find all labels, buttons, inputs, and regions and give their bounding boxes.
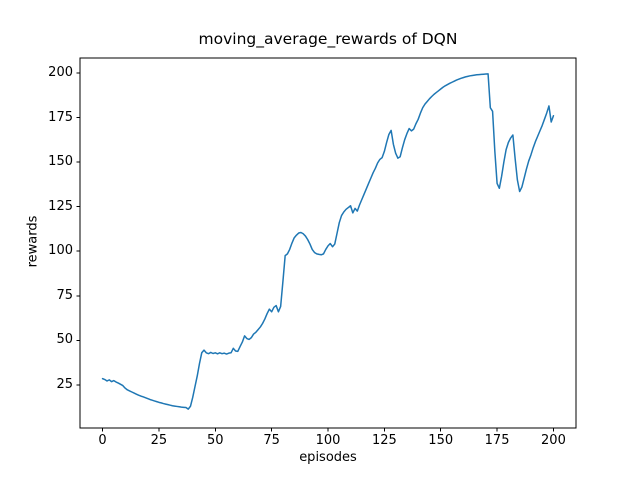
y-tick-label: 75 <box>56 287 73 303</box>
y-tick-label: 175 <box>48 109 73 125</box>
y-tick-label: 25 <box>56 376 73 392</box>
x-tick-label: 50 <box>206 433 224 448</box>
y-tick-label: 200 <box>48 64 73 80</box>
x-tick-label: 0 <box>98 433 107 448</box>
chart-title: moving_average_rewards of DQN <box>198 30 458 48</box>
reward-line <box>101 73 555 410</box>
x-tick-label: 175 <box>484 433 510 448</box>
y-tick-label: 100 <box>48 243 73 259</box>
x-tick-label: 100 <box>315 433 341 448</box>
y-tick-label: 150 <box>48 154 73 170</box>
y-tick-label: 125 <box>48 198 73 214</box>
x-tick-label: 200 <box>541 433 566 448</box>
axes-box <box>79 57 577 429</box>
tick-marks <box>76 72 554 432</box>
x-tick-label: 125 <box>371 433 397 448</box>
y-axis-label: rewards <box>25 215 41 268</box>
y-tick-label: 50 <box>56 332 73 348</box>
x-tick-label: 150 <box>428 433 454 448</box>
x-tick-label: 75 <box>263 433 280 448</box>
x-tick-label: 25 <box>150 433 168 448</box>
x-axis-label: episodes <box>299 450 357 465</box>
